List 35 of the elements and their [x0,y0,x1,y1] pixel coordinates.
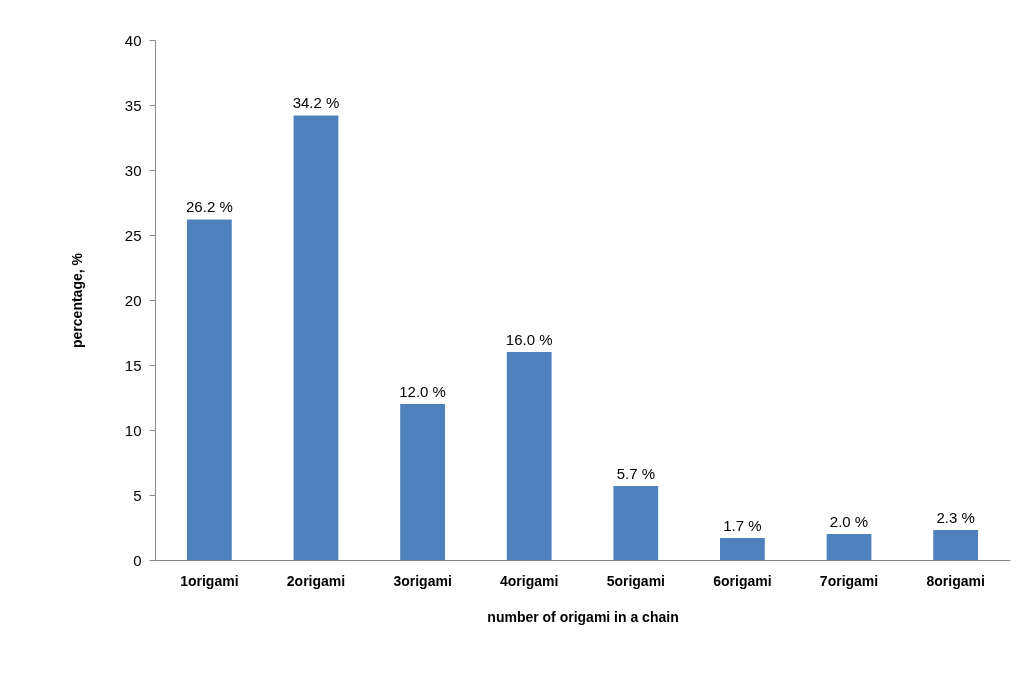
data-label: 16.0 % [505,331,553,348]
bar [720,537,765,560]
y-tick-label: 25 [124,226,142,244]
data-label: 26.2 % [186,198,233,216]
y-tick-label: 0 [133,551,142,569]
bar [400,404,445,560]
y-tick-label: 15 [124,356,142,374]
y-tick-label: 35 [124,96,142,114]
data-label: 2.3 % [936,509,975,527]
x-tick-label: 1origami [180,572,239,589]
x-tick-label: 7origami [819,572,879,589]
y-axis-title: percentage, % [68,252,85,348]
y-tick-label: 40 [124,31,142,49]
y-tick-label: 30 [124,161,142,179]
x-tick-label: 8origami [926,572,985,589]
bar [933,530,979,560]
x-tick-label: 5origami [606,572,665,589]
x-tick-label: 6origami [713,572,772,589]
x-tick-label: 2origami [286,572,346,589]
bar [506,352,552,560]
x-axis-title: number of origami in a chain [487,608,679,625]
data-label: 5.7 % [616,464,655,482]
x-tick-label: 4origami [500,572,559,589]
data-label: 1.7 % [723,516,762,534]
bar [186,219,232,560]
bar [613,485,659,560]
data-label: 34.2 % [292,94,340,112]
data-label: 12.0 % [399,383,446,400]
bar [293,115,339,560]
y-tick-label: 20 [124,291,142,309]
y-tick-label: 10 [124,421,142,439]
y-tick-label: 5 [133,486,142,504]
bar [826,534,872,560]
data-label: 2.0 % [829,513,869,530]
x-tick-label: 3origami [393,572,452,589]
